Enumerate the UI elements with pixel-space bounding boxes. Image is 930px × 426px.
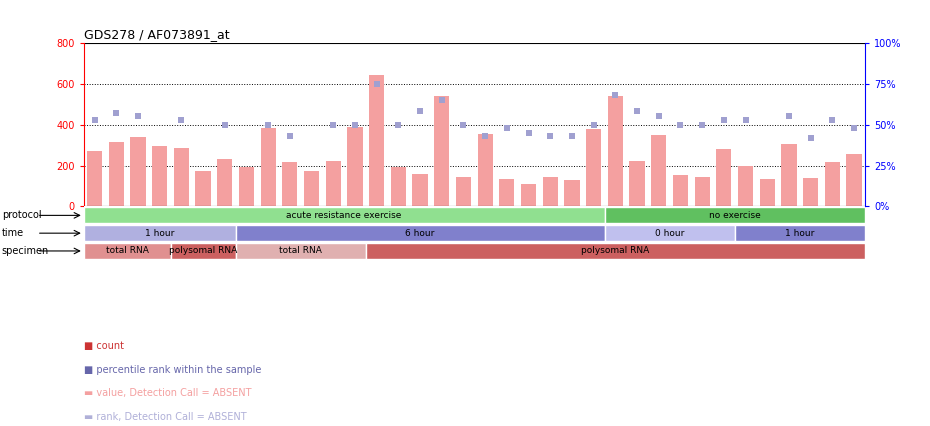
Bar [478,134,493,207]
Bar [456,177,471,207]
Text: no exercise: no exercise [709,211,761,220]
Bar [760,179,775,207]
Bar [695,177,710,207]
Bar [803,178,818,207]
Text: GDS278 / AF073891_at: GDS278 / AF073891_at [84,28,230,41]
Bar [170,243,235,259]
Bar [586,129,601,207]
Text: 1 hour: 1 hour [145,229,174,238]
Bar [239,167,254,207]
Bar [152,146,167,207]
Bar [235,225,604,241]
Text: 1 hour: 1 hour [785,229,815,238]
Bar [716,149,731,207]
Text: polysomal RNA: polysomal RNA [169,247,237,256]
Text: total RNA: total RNA [106,247,149,256]
Bar [565,180,579,207]
Bar [130,137,145,207]
Bar [499,179,514,207]
Text: total RNA: total RNA [279,247,322,256]
Bar [434,96,449,207]
Text: ▬ value, Detection Call = ABSENT: ▬ value, Detection Call = ABSENT [84,389,251,398]
Bar [174,148,189,207]
Bar [608,96,623,207]
Text: polysomal RNA: polysomal RNA [581,247,649,256]
Bar [542,177,558,207]
Bar [326,161,340,207]
Bar [651,135,666,207]
Bar [604,225,735,241]
Bar [846,154,861,207]
Bar [260,128,275,207]
Bar [630,161,644,207]
Bar [84,207,605,223]
Bar [235,243,365,259]
Text: 0 hour: 0 hour [655,229,684,238]
Text: ■ count: ■ count [84,342,124,351]
Text: acute resistance exercise: acute resistance exercise [286,211,402,220]
Bar [412,174,428,207]
Bar [604,207,865,223]
Bar [672,175,688,207]
Bar [735,225,865,241]
Bar [304,171,319,207]
Text: protocol: protocol [2,210,42,220]
Bar [109,142,124,207]
Bar [521,184,536,207]
Text: 6 hour: 6 hour [405,229,434,238]
Bar [738,166,753,207]
Text: time: time [2,228,24,238]
Text: ■ percentile rank within the sample: ■ percentile rank within the sample [84,365,261,375]
Bar [84,243,170,259]
Bar [283,162,298,207]
Bar [217,159,232,207]
Bar [347,127,363,207]
Bar [365,243,865,259]
Text: ▬ rank, Detection Call = ABSENT: ▬ rank, Detection Call = ABSENT [84,412,246,422]
Bar [391,167,405,207]
Bar [87,151,102,207]
Text: specimen: specimen [2,246,49,256]
Bar [825,162,840,207]
Bar [781,144,796,207]
Bar [195,171,210,207]
Bar [369,75,384,207]
Bar [84,225,235,241]
